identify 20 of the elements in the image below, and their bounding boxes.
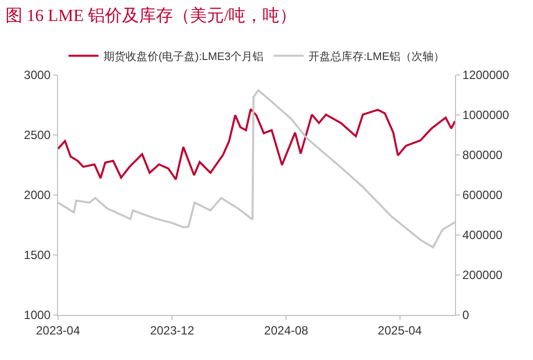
y-tick-label: 2500 [24, 128, 51, 142]
y2-tick-label: 800000 [462, 148, 503, 162]
chart-title: 图 16 LME 铝价及库存（美元/吨，吨） [5, 6, 297, 25]
x-tick-label: 2025-04 [378, 323, 422, 338]
y2-tick-label: 400000 [462, 228, 503, 242]
y2-tick-label: 0 [462, 308, 470, 322]
y2-tick-label: 200000 [462, 268, 503, 282]
x-tick-label: 2023-04 [36, 323, 80, 338]
line-series [58, 108, 455, 180]
y2-tick-label: 1200000 [462, 68, 510, 82]
y-tick-label: 1000 [24, 308, 51, 322]
x-tick-label: 2024-08 [264, 323, 309, 338]
x-tick-label: 2023-12 [150, 323, 194, 338]
legend-label: 期货收盘价(电子盘):LME3个月铝 [104, 50, 264, 63]
y-tick-label: 3000 [24, 68, 51, 82]
y-tick-label: 2000 [24, 188, 51, 202]
legend-label: 开盘总库存:LME铝（次轴） [308, 50, 444, 63]
y2-tick-label: 1000000 [462, 108, 510, 122]
y2-tick-label: 600000 [462, 188, 503, 202]
y-tick-label: 1500 [24, 248, 51, 262]
